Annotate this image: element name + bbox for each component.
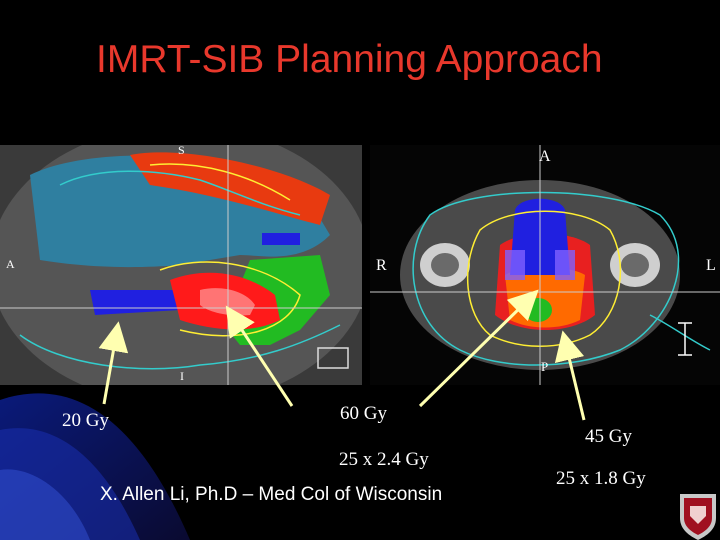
sagittal-anterior-letter: A [6,257,15,271]
axial-left-letter: L [706,257,716,274]
sagittal-inferior-letter: I [180,369,184,383]
axial-ct-image: A R L P [370,145,720,385]
dose-label-60gy: 60 Gy [340,403,387,424]
axial-right-letter: R [376,257,387,274]
fraction-label-60gy: 25 x 2.4 Gy [339,449,429,470]
axial-posterior-letter: P [541,359,549,374]
dose-label-45gy: 45 Gy [585,426,632,447]
axial-anterior-letter: A [539,148,551,165]
dose-label-20gy: 20 Gy [62,410,109,431]
author-credit: X. Allen Li, Ph.D – Med Col of Wisconsin [100,484,443,505]
university-seal-icon [680,494,716,540]
fraction-label-45gy: 25 x 1.8 Gy [556,468,646,489]
sagittal-superior-letter: S [178,145,185,157]
slide-title: IMRT-SIB Planning Approach [96,38,603,81]
sagittal-ct-image: S A I [0,145,362,385]
